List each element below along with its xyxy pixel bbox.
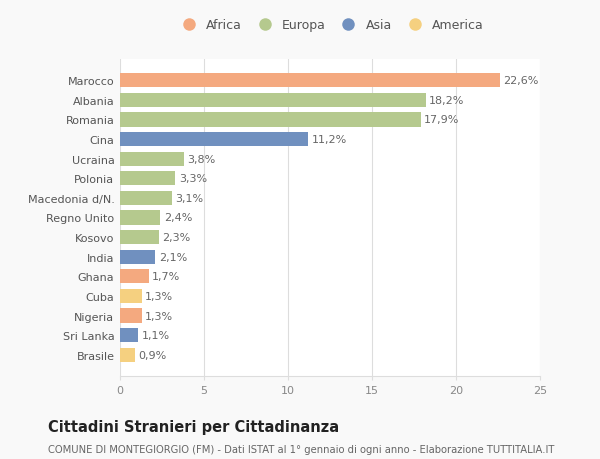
Text: COMUNE DI MONTEGIORGIO (FM) - Dati ISTAT al 1° gennaio di ogni anno - Elaborazio: COMUNE DI MONTEGIORGIO (FM) - Dati ISTAT… <box>48 444 554 454</box>
Text: 22,6%: 22,6% <box>503 76 538 86</box>
Text: 2,3%: 2,3% <box>162 233 190 242</box>
Bar <box>120 309 142 323</box>
Text: 3,3%: 3,3% <box>179 174 207 184</box>
Bar <box>120 269 149 284</box>
Text: Cittadini Stranieri per Cittadinanza: Cittadini Stranieri per Cittadinanza <box>48 419 339 434</box>
Text: 1,3%: 1,3% <box>145 291 173 301</box>
Text: 3,8%: 3,8% <box>187 154 215 164</box>
Bar <box>120 289 142 303</box>
Bar <box>120 230 158 245</box>
Bar <box>120 133 308 147</box>
Bar <box>120 348 135 362</box>
Bar <box>120 74 500 88</box>
Bar <box>120 250 155 264</box>
Text: 0,9%: 0,9% <box>139 350 167 360</box>
Text: 2,1%: 2,1% <box>158 252 187 262</box>
Text: 1,7%: 1,7% <box>152 272 180 282</box>
Text: 2,4%: 2,4% <box>164 213 192 223</box>
Text: 1,3%: 1,3% <box>145 311 173 321</box>
Text: 11,2%: 11,2% <box>311 135 347 145</box>
Bar <box>120 172 175 186</box>
Text: 1,1%: 1,1% <box>142 330 170 341</box>
Bar <box>120 191 172 206</box>
Legend: Africa, Europa, Asia, America: Africa, Europa, Asia, America <box>172 15 488 36</box>
Text: 17,9%: 17,9% <box>424 115 460 125</box>
Bar <box>120 211 160 225</box>
Bar <box>120 94 426 108</box>
Bar <box>120 152 184 167</box>
Text: 3,1%: 3,1% <box>175 194 203 203</box>
Bar <box>120 328 139 342</box>
Text: 18,2%: 18,2% <box>429 95 464 106</box>
Bar <box>120 113 421 127</box>
